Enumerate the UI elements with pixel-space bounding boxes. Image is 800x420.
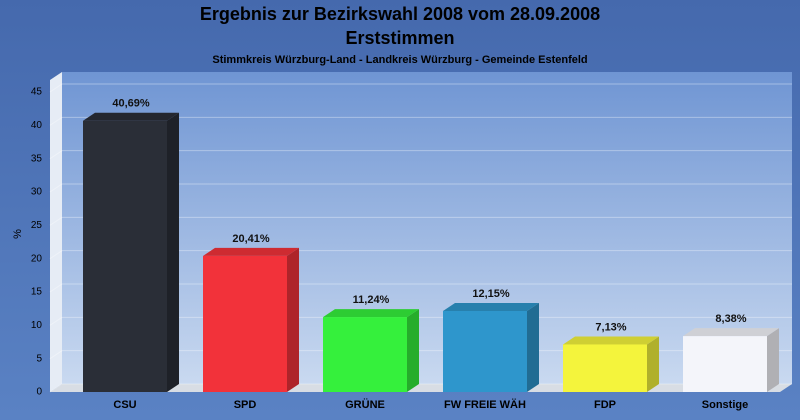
grid-line	[49, 350, 792, 360]
bar-side	[287, 247, 299, 392]
x-tick-label: CSU	[113, 399, 136, 411]
bar-side	[527, 303, 539, 392]
y-tick-label: 30	[31, 187, 43, 198]
grid-line	[49, 183, 792, 193]
value-label: 8,38%	[715, 313, 746, 325]
grid-line	[49, 316, 792, 326]
y-tick-label: 45	[31, 87, 43, 98]
bar-side	[167, 112, 179, 392]
x-tick-label: SPD	[234, 399, 257, 411]
y-tick-label: 20	[31, 253, 43, 264]
bar-top	[323, 309, 419, 318]
bar	[443, 311, 527, 392]
bar-top	[563, 336, 659, 345]
bar	[683, 336, 767, 392]
value-label: 40,69%	[112, 98, 150, 110]
bar-top	[443, 303, 539, 311]
grid-line	[49, 250, 792, 260]
grid-line	[49, 216, 792, 226]
bar-side	[767, 328, 779, 392]
bar	[563, 344, 647, 392]
y-axis-label: %	[12, 229, 24, 239]
y-tick-label: 40	[31, 120, 43, 131]
chart-title: Ergebnis zur Bezirkswahl 2008 vom 28.09.…	[200, 4, 600, 24]
grid-line	[49, 150, 792, 160]
value-label: 12,15%	[472, 288, 510, 300]
x-tick-label: FW FREIE WÄH	[444, 398, 526, 411]
grid-line	[49, 116, 792, 126]
bar-top	[203, 247, 299, 256]
grid-line	[49, 83, 792, 93]
y-tick-label: 5	[36, 353, 42, 364]
y-tick-label: 15	[31, 287, 43, 298]
side-wall	[50, 72, 62, 392]
bar	[83, 120, 167, 392]
x-tick-label: GRÜNE	[345, 398, 385, 411]
value-label: 7,13%	[595, 321, 626, 333]
y-tick-label: 25	[31, 220, 43, 231]
y-tick-label: 0	[36, 387, 42, 398]
bar	[203, 255, 287, 392]
x-tick-label: Sonstige	[702, 399, 748, 411]
grid-line	[49, 283, 792, 293]
bar	[323, 317, 407, 392]
value-label: 11,24%	[353, 294, 390, 306]
grid-line	[49, 383, 792, 393]
x-tick-label: FDP	[594, 399, 616, 411]
value-label: 20,41%	[232, 233, 270, 245]
bar-side	[647, 336, 659, 392]
bar-top	[683, 328, 779, 337]
chart-title: Erststimmen	[345, 28, 454, 48]
chart-subtitle: Stimmkreis Würzburg-Land - Landkreis Wür…	[212, 54, 587, 66]
bar-top	[83, 112, 179, 121]
y-tick-label: 35	[31, 153, 43, 164]
y-tick-label: 10	[31, 320, 43, 331]
bar-side	[407, 309, 419, 392]
